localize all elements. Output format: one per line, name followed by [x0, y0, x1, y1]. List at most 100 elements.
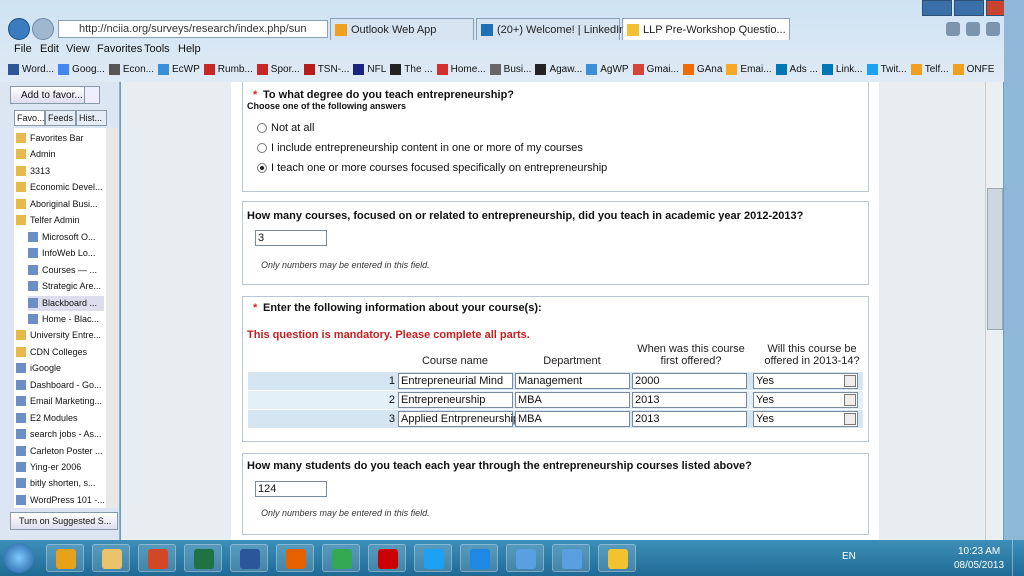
favorites-item[interactable]: 3313 — [16, 164, 104, 179]
text-input[interactable]: MBA — [515, 411, 630, 427]
menu-item[interactable]: View — [66, 43, 90, 55]
forward-button[interactable] — [32, 18, 54, 40]
taskbar-app[interactable] — [552, 544, 590, 572]
favorite-link[interactable]: Busi... — [489, 60, 531, 78]
favorite-link[interactable]: The ... — [390, 60, 433, 78]
favorites-item[interactable]: Home - Blac... — [28, 312, 104, 327]
favorites-item[interactable]: Favorites Bar — [16, 131, 104, 146]
taskbar-app[interactable] — [230, 544, 268, 572]
taskbar-app[interactable] — [184, 544, 222, 572]
favorites-item[interactable]: E2 Modules — [16, 411, 104, 426]
option-label[interactable]: Not at all — [271, 122, 315, 134]
clock-time[interactable]: 10:23 AM — [958, 546, 1001, 557]
address-bar[interactable]: http://nciia.org/surveys/research/index.… — [58, 20, 328, 38]
favorites-item[interactable]: Aboriginal Busi... — [16, 197, 104, 212]
favorites-item[interactable]: search jobs - As... — [16, 427, 104, 442]
favorite-link[interactable]: Emai... — [726, 60, 772, 78]
favorites-item[interactable]: CDN Colleges — [16, 345, 104, 360]
browser-tab[interactable]: Outlook Web App — [330, 18, 474, 40]
favorites-item[interactable]: WordPress 101 -... — [16, 493, 105, 508]
favorite-link[interactable]: Spor... — [256, 60, 300, 78]
home-button[interactable] — [946, 22, 960, 36]
menu-item[interactable]: Help — [178, 43, 201, 55]
text-input[interactable]: MBA — [515, 392, 630, 408]
favorite-link[interactable]: Link... — [821, 60, 863, 78]
sidebar-tab[interactable]: Hist... — [76, 110, 107, 126]
suggested-sites-button[interactable]: Turn on Suggested S... — [10, 512, 118, 530]
favorite-link[interactable]: TSN-... — [303, 60, 349, 78]
taskbar-app[interactable] — [598, 544, 636, 572]
browser-tab[interactable]: LLP Pre-Workshop Questio... — [622, 18, 790, 40]
text-input[interactable]: Applied Entrpreneurship — [398, 411, 519, 427]
favorites-item[interactable]: Telfer Admin — [16, 213, 104, 228]
favorite-link[interactable]: Rumb... — [203, 60, 253, 78]
taskbar-app[interactable] — [276, 544, 314, 572]
menu-item[interactable]: Edit — [40, 43, 59, 55]
text-input[interactable]: Yes — [753, 411, 858, 427]
favorite-link[interactable]: GAna — [682, 60, 722, 78]
taskbar-app[interactable] — [414, 544, 452, 572]
taskbar-app[interactable] — [92, 544, 130, 572]
favorite-link[interactable]: Home... — [436, 60, 486, 78]
favorite-link[interactable]: ONFE — [952, 60, 994, 78]
text-input[interactable]: 124 — [255, 481, 327, 497]
text-input[interactable]: 3 — [255, 230, 327, 246]
text-input[interactable]: Yes — [753, 392, 858, 408]
favorite-link[interactable]: NFL — [353, 60, 386, 78]
favorites-item[interactable]: Ying-er 2006 — [16, 460, 104, 475]
taskbar-app[interactable] — [506, 544, 544, 572]
favorites-item[interactable]: University Entre... — [16, 328, 104, 343]
text-input[interactable]: 2013 — [632, 411, 747, 427]
favorites-item[interactable]: Dashboard - Go... — [16, 378, 104, 393]
taskbar-app[interactable] — [322, 544, 360, 572]
select-arrow[interactable] — [844, 394, 856, 406]
text-input[interactable]: Management — [515, 373, 630, 389]
window-button[interactable] — [922, 0, 952, 16]
show-desktop[interactable] — [1012, 540, 1024, 576]
text-input[interactable]: 2000 — [632, 373, 747, 389]
menu-item[interactable]: Favorites — [97, 43, 143, 55]
favorites-item[interactable]: Economic Devel... — [16, 180, 104, 195]
text-input[interactable]: Entrepreneurship — [398, 392, 513, 408]
close-pane[interactable] — [106, 88, 116, 98]
favorite-link[interactable]: Twit... — [866, 60, 907, 78]
favorites-item[interactable]: InfoWeb Lo... — [28, 246, 104, 261]
dropdown-arrow[interactable] — [84, 86, 100, 104]
browser-tab[interactable]: (20+) Welcome! | LinkedIn — [476, 18, 625, 40]
radio-button[interactable] — [257, 143, 267, 153]
favorites-item[interactable]: iGoogle — [16, 361, 104, 376]
add-to-favorites-button[interactable]: Add to favor... — [10, 86, 100, 104]
favorites-item[interactable]: Microsoft O... — [28, 230, 104, 245]
favorite-link[interactable]: EcWP — [158, 60, 200, 78]
radio-button[interactable] — [257, 123, 267, 133]
favorite-link[interactable]: Econ... — [108, 60, 154, 78]
option-label[interactable]: I teach one or more courses focused spec… — [271, 162, 608, 174]
favorite-link[interactable]: Word... — [8, 60, 54, 78]
favorite-link[interactable]: Gmai... — [632, 60, 679, 78]
clock-date[interactable]: 08/05/2013 — [954, 560, 1005, 571]
text-input[interactable]: Entrepreneurial Mind — [398, 373, 513, 389]
favorites-item[interactable]: Blackboard ... — [28, 295, 104, 311]
favorite-link[interactable]: AgWP — [586, 60, 629, 78]
favorite-link[interactable]: Goog... — [58, 60, 105, 78]
tools-button[interactable] — [986, 22, 1000, 36]
taskbar-app[interactable] — [138, 544, 176, 572]
scroll-thumb[interactable] — [987, 188, 1003, 330]
menu-item[interactable]: Tools — [144, 43, 170, 55]
favorites-item[interactable]: Admin — [16, 147, 104, 162]
radio-button[interactable] — [257, 163, 267, 173]
select-arrow[interactable] — [844, 413, 856, 425]
text-input[interactable]: Yes — [753, 373, 858, 389]
menu-item[interactable]: File — [14, 43, 32, 55]
option-label[interactable]: I include entrepreneurship content in on… — [271, 142, 583, 154]
taskbar-app[interactable] — [368, 544, 406, 572]
sidebar-tab[interactable]: Feeds — [45, 110, 76, 126]
text-input[interactable]: 2013 — [632, 392, 747, 408]
favorites-item[interactable]: Courses — ... — [28, 263, 104, 278]
language-indicator[interactable]: EN — [842, 551, 856, 562]
taskbar-app[interactable] — [460, 544, 498, 572]
favorite-link[interactable]: Telf... — [910, 60, 949, 78]
favorites-item[interactable]: bitly shorten, s... — [16, 476, 104, 491]
favorites-item[interactable]: Carleton Poster ... — [16, 444, 104, 459]
select-arrow[interactable] — [844, 375, 856, 387]
